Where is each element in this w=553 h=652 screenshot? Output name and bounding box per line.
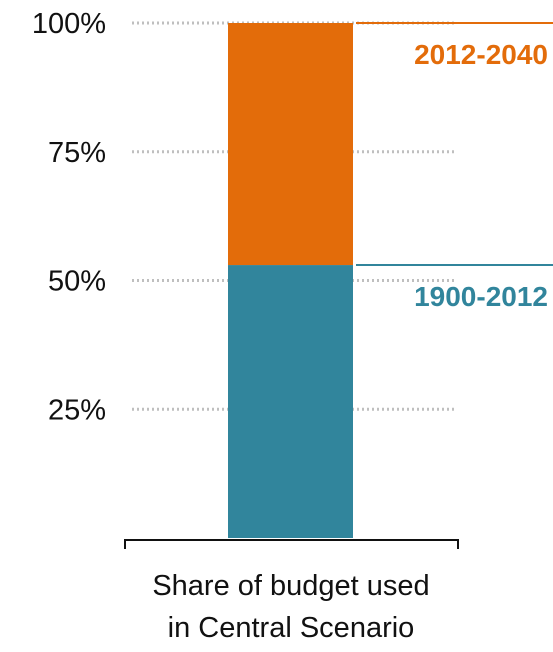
y-tick-label: 25%: [48, 394, 106, 426]
bar-segment-2012-2040: [228, 23, 353, 266]
y-tick-label: 100%: [32, 8, 106, 40]
series-label: 2012-2040: [414, 39, 548, 70]
y-tick-label: 75%: [48, 137, 106, 169]
x-axis-bracket: [124, 539, 459, 549]
series-labels: 1900-2012 2012-2040: [356, 22, 553, 312]
x-axis-label-line-2: in Central Scenario: [168, 612, 415, 644]
series-label: 1900-2012: [414, 281, 548, 312]
bars: [228, 23, 353, 538]
y-tick-label: 50%: [48, 266, 106, 298]
bar-segment-1900-2012: [228, 265, 353, 538]
y-axis-ticks: 25% 50% 75% 100%: [32, 8, 106, 426]
x-axis-label-line-1: Share of budget used: [152, 570, 429, 602]
